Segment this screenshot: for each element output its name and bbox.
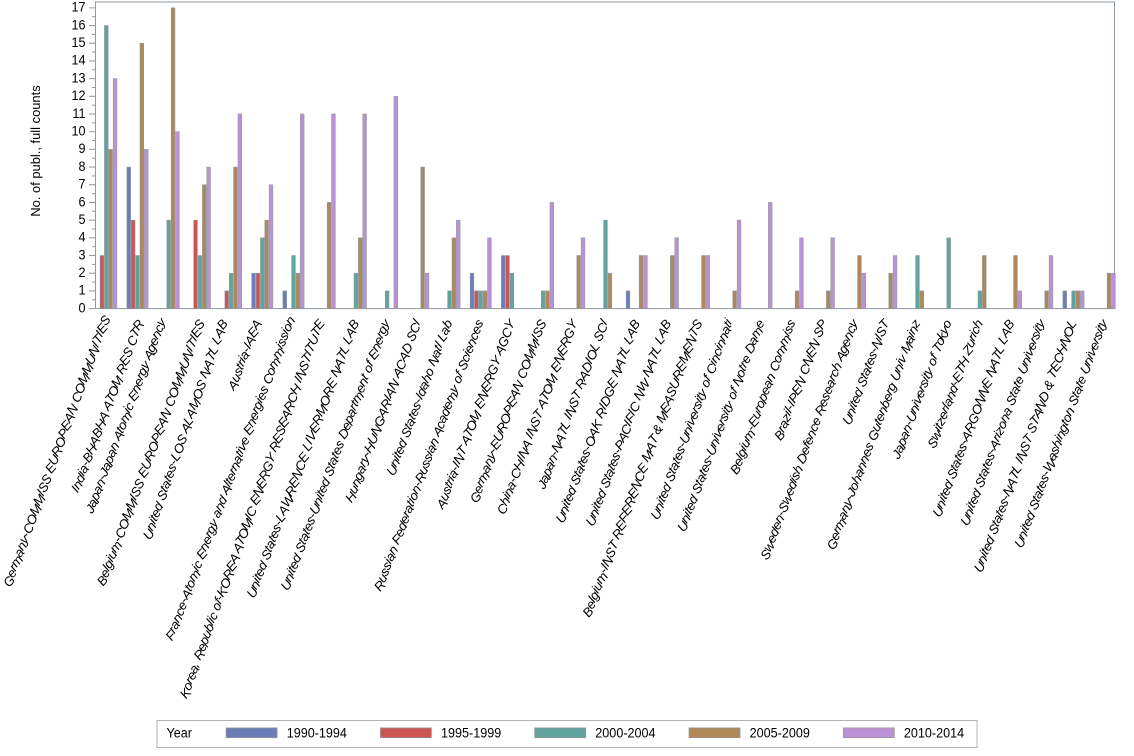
svg-text:2000-2004: 2000-2004 bbox=[595, 725, 655, 741]
svg-text:13: 13 bbox=[71, 70, 85, 86]
svg-text:1990-1994: 1990-1994 bbox=[287, 725, 347, 741]
svg-text:4: 4 bbox=[78, 229, 85, 245]
svg-text:No. of publ., full counts: No. of publ., full counts bbox=[28, 85, 43, 216]
svg-text:1: 1 bbox=[78, 282, 85, 298]
svg-text:11: 11 bbox=[72, 105, 85, 121]
svg-text:15: 15 bbox=[71, 35, 85, 51]
svg-text:1995-1999: 1995-1999 bbox=[441, 725, 501, 741]
svg-text:2: 2 bbox=[78, 265, 85, 281]
svg-text:Year: Year bbox=[167, 725, 193, 741]
svg-text:3: 3 bbox=[78, 247, 85, 263]
svg-text:14: 14 bbox=[71, 52, 85, 68]
svg-text:7: 7 bbox=[78, 176, 85, 192]
svg-text:5: 5 bbox=[78, 211, 85, 227]
svg-text:16: 16 bbox=[71, 17, 85, 33]
svg-text:0: 0 bbox=[78, 300, 85, 316]
svg-text:10: 10 bbox=[71, 123, 85, 139]
svg-text:12: 12 bbox=[71, 88, 85, 104]
svg-text:8: 8 bbox=[78, 158, 85, 174]
svg-text:6: 6 bbox=[78, 194, 85, 210]
svg-text:2005-2009: 2005-2009 bbox=[750, 725, 810, 741]
svg-text:17: 17 bbox=[71, 0, 85, 15]
svg-text:2010-2014: 2010-2014 bbox=[904, 725, 964, 741]
svg-text:9: 9 bbox=[78, 141, 85, 157]
